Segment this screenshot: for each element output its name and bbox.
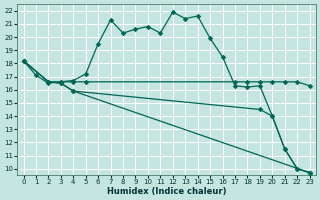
X-axis label: Humidex (Indice chaleur): Humidex (Indice chaleur) <box>107 187 226 196</box>
